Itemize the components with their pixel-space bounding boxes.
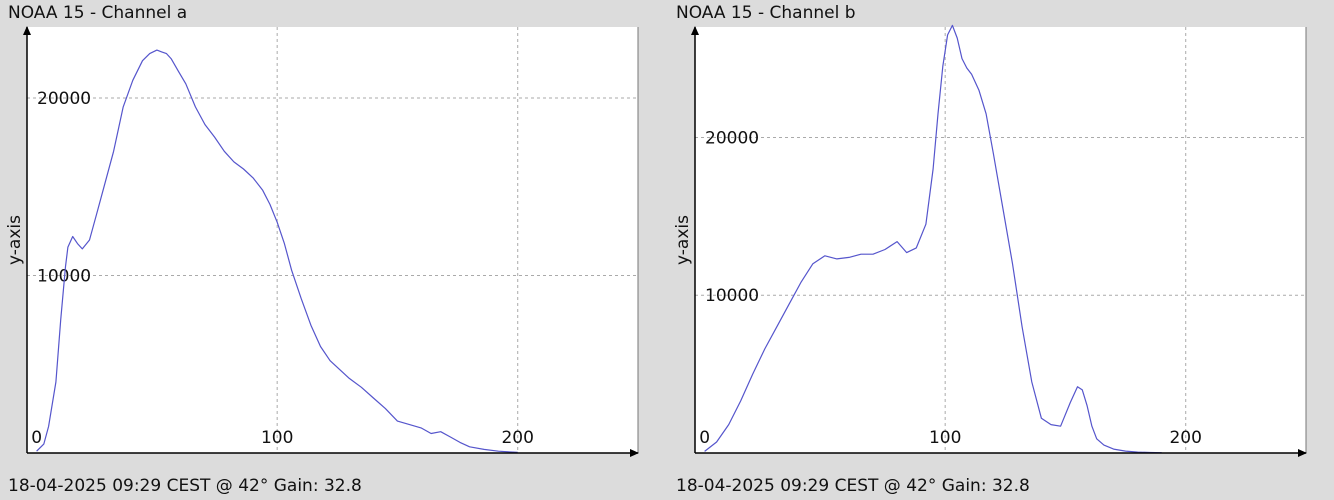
- y-tick-label: 20000: [705, 128, 759, 148]
- y-axis-arrow: [691, 26, 699, 35]
- x-tick-label: 0: [31, 428, 42, 448]
- y-tick-label: 20000: [37, 89, 91, 109]
- plot-b: 0 100 200 10000 20000 y-axis: [673, 24, 1307, 457]
- series-line: [704, 24, 1162, 454]
- y-axis-label: y-axis: [673, 215, 693, 265]
- series-line: [36, 49, 518, 453]
- x-axis-arrow: [1298, 449, 1307, 457]
- y-axis-arrow: [23, 26, 31, 35]
- chart-footer-timestamp: 18-04-2025 09:29 CEST @ 42° Gain: 32.8: [8, 476, 362, 496]
- plot-area: [27, 27, 638, 453]
- x-tick-label: 100: [261, 428, 293, 448]
- x-tick-label: 0: [699, 428, 710, 448]
- chart-panel-a: NOAA 15 - Channel a 0 100 200 10000 20000 y-a…: [0, 0, 662, 500]
- y-axis-label: y-axis: [5, 215, 25, 265]
- x-tick-label: 200: [501, 428, 533, 448]
- chart-panel-b: NOAA 15 - Channel b 0 100 200 10000 20000 y-a…: [668, 0, 1330, 500]
- chart-title: NOAA 15 - Channel b: [676, 3, 856, 23]
- plot-area: [695, 27, 1306, 453]
- x-axis-arrow: [630, 449, 639, 457]
- y-tick-label: 10000: [705, 286, 759, 306]
- chart-title: NOAA 15 - Channel a: [8, 3, 188, 23]
- x-tick-label: 200: [1169, 428, 1201, 448]
- chart-footer-timestamp: 18-04-2025 09:29 CEST @ 42° Gain: 32.8: [676, 476, 1030, 496]
- x-tick-label: 100: [929, 428, 961, 448]
